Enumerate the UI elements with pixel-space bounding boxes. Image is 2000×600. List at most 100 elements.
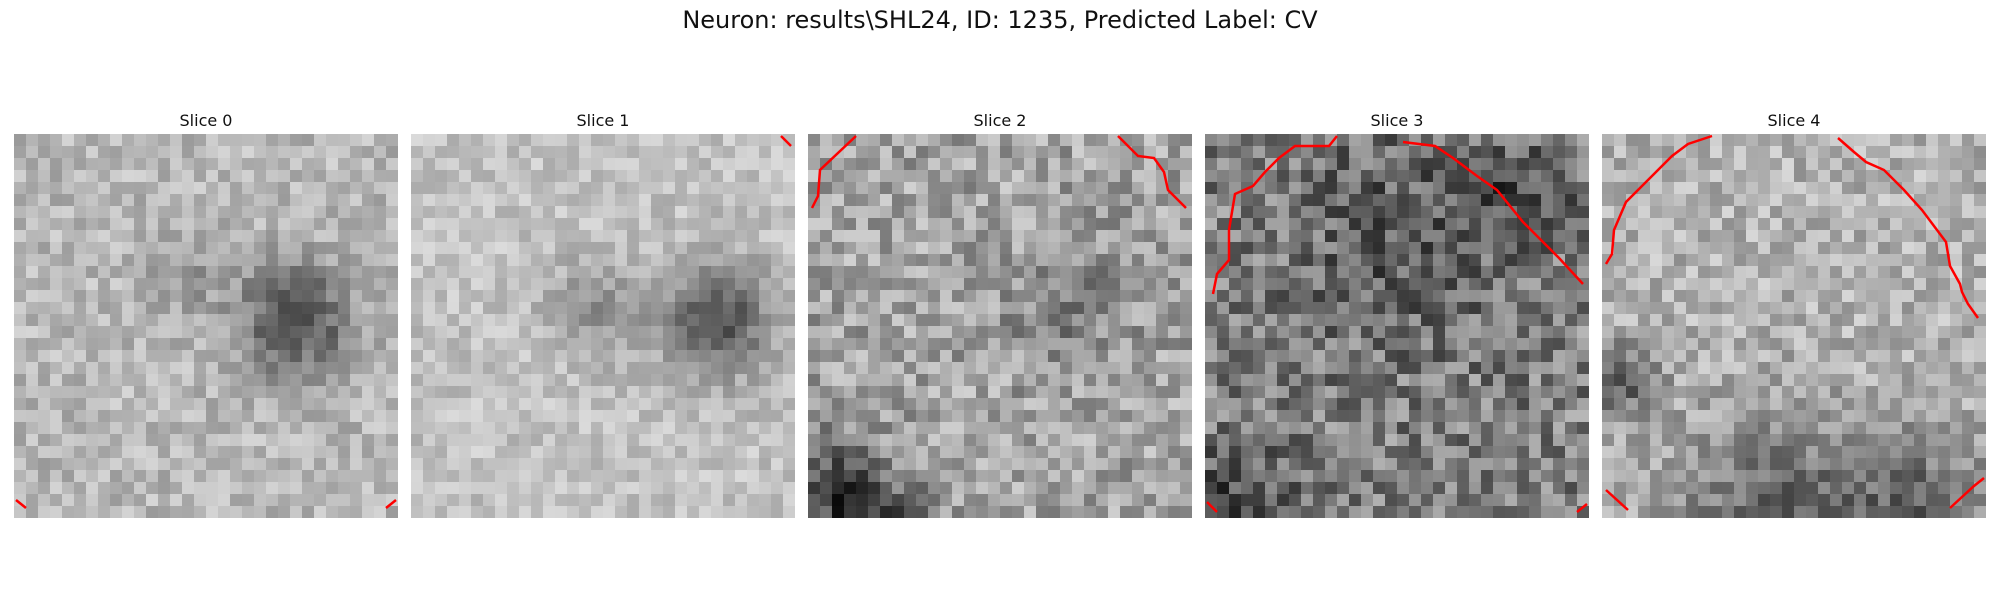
pixel-cell xyxy=(639,446,651,458)
pixel-cell xyxy=(1253,326,1265,338)
pixel-cell xyxy=(1577,338,1589,350)
pixel-cell xyxy=(1938,338,1950,350)
pixel-cell xyxy=(771,314,783,326)
pixel-cell xyxy=(302,194,314,206)
pixel-cell xyxy=(14,314,26,326)
pixel-cell xyxy=(134,398,146,410)
pixel-cell xyxy=(266,170,278,182)
pixel-cell xyxy=(663,422,675,434)
pixel-cell xyxy=(1938,182,1950,194)
pixel-cell xyxy=(290,446,302,458)
slice-title: Slice 1 xyxy=(576,111,630,130)
pixel-cell xyxy=(1277,170,1289,182)
pixel-cell xyxy=(350,446,362,458)
pixel-cell xyxy=(1241,290,1253,302)
pixel-cell xyxy=(122,422,134,434)
pixel-cell xyxy=(1012,506,1024,518)
pixel-cell xyxy=(1794,230,1806,242)
slice-panel-3: Slice 3 xyxy=(1205,108,1589,518)
pixel-cell xyxy=(832,494,844,506)
pixel-cell xyxy=(1096,230,1108,242)
pixel-cell xyxy=(1553,290,1565,302)
pixel-cell xyxy=(1361,326,1373,338)
pixel-cell xyxy=(651,446,663,458)
pixel-cell xyxy=(194,170,206,182)
pixel-cell xyxy=(350,506,362,518)
pixel-cell xyxy=(627,338,639,350)
pixel-cell xyxy=(615,146,627,158)
pixel-cell xyxy=(988,314,1000,326)
pixel-cell xyxy=(110,458,122,470)
pixel-cell xyxy=(627,350,639,362)
pixel-cell xyxy=(1144,494,1156,506)
pixel-cell xyxy=(1782,134,1794,146)
pixel-cell xyxy=(1866,374,1878,386)
pixel-cell xyxy=(1481,302,1493,314)
pixel-cell xyxy=(1168,194,1180,206)
pixel-cell xyxy=(711,302,723,314)
pixel-cell xyxy=(1433,482,1445,494)
pixel-cell xyxy=(50,266,62,278)
pixel-cell xyxy=(988,290,1000,302)
pixel-cell xyxy=(218,134,230,146)
pixel-cell xyxy=(699,158,711,170)
pixel-cell xyxy=(50,386,62,398)
pixel-cell xyxy=(122,458,134,470)
pixel-cell xyxy=(531,278,543,290)
pixel-cell xyxy=(1770,434,1782,446)
pixel-cell xyxy=(1698,386,1710,398)
pixel-cell xyxy=(976,158,988,170)
pixel-cell xyxy=(1866,278,1878,290)
pixel-cell xyxy=(1553,194,1565,206)
pixel-cell xyxy=(1614,434,1626,446)
pixel-cell xyxy=(1361,362,1373,374)
pixel-cell xyxy=(1806,374,1818,386)
pixel-cell xyxy=(1048,506,1060,518)
pixel-cell xyxy=(1710,266,1722,278)
pixel-cell xyxy=(1517,434,1529,446)
pixel-cell xyxy=(1241,278,1253,290)
pixel-cell xyxy=(820,326,832,338)
pixel-cell xyxy=(158,182,170,194)
pixel-cell xyxy=(519,410,531,422)
pixel-cell xyxy=(1421,146,1433,158)
pixel-cell xyxy=(699,206,711,218)
pixel-cell xyxy=(1144,290,1156,302)
pixel-cell xyxy=(723,242,735,254)
pixel-cell xyxy=(1638,362,1650,374)
pixel-cell xyxy=(651,458,663,470)
pixel-cell xyxy=(1024,254,1036,266)
pixel-cell xyxy=(1553,338,1565,350)
pixel-cell xyxy=(808,338,820,350)
pixel-cell xyxy=(603,350,615,362)
pixel-cell xyxy=(278,470,290,482)
pixel-cell xyxy=(952,338,964,350)
pixel-cell xyxy=(1096,422,1108,434)
pixel-cell xyxy=(1096,386,1108,398)
pixel-cell xyxy=(1132,470,1144,482)
pixel-cell xyxy=(856,182,868,194)
pixel-cell xyxy=(1529,134,1541,146)
pixel-cell xyxy=(1842,290,1854,302)
pixel-cell xyxy=(374,170,386,182)
pixel-cell xyxy=(1890,194,1902,206)
pixel-cell xyxy=(1277,338,1289,350)
pixel-cell xyxy=(735,410,747,422)
pixel-cell xyxy=(170,326,182,338)
pixel-cell xyxy=(1409,194,1421,206)
pixel-cell xyxy=(1048,386,1060,398)
pixel-cell xyxy=(242,218,254,230)
pixel-cell xyxy=(1168,230,1180,242)
pixel-cell xyxy=(1962,446,1974,458)
pixel-cell xyxy=(1577,386,1589,398)
pixel-cell xyxy=(338,134,350,146)
pixel-cell xyxy=(759,458,771,470)
pixel-cell xyxy=(483,350,495,362)
pixel-cell xyxy=(916,266,928,278)
pixel-cell xyxy=(1168,218,1180,230)
pixel-cell xyxy=(1012,134,1024,146)
pixel-cell xyxy=(1962,254,1974,266)
pixel-cell xyxy=(1301,386,1313,398)
pixel-cell xyxy=(735,170,747,182)
pixel-cell xyxy=(1132,182,1144,194)
